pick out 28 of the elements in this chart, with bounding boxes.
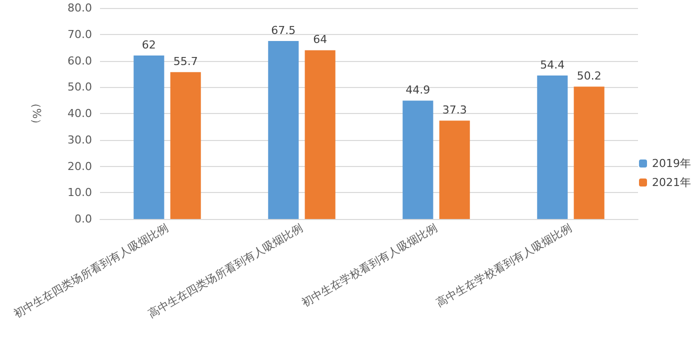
bar — [170, 72, 201, 219]
y-axis-title: （%） — [30, 97, 43, 130]
data-label: 50.2 — [576, 70, 602, 83]
bar — [304, 50, 336, 219]
bar — [574, 86, 604, 219]
y-tick-label: 20.0 — [68, 160, 92, 173]
bar — [268, 40, 299, 219]
data-label: 54.4 — [540, 58, 565, 72]
data-label: 67.5 — [271, 24, 296, 37]
bar — [439, 120, 470, 219]
bar — [402, 100, 434, 219]
y-tick-label: 60.0 — [68, 54, 92, 68]
y-tick-label: 70.0 — [68, 28, 92, 41]
data-label: 64 — [313, 33, 328, 46]
data-label: 44.9 — [406, 84, 430, 97]
y-tick-label: 40.0 — [68, 107, 92, 120]
legend-label: 2021年 — [652, 176, 692, 189]
y-tick-label: 0.0 — [74, 212, 92, 226]
y-tick-label: 10.0 — [68, 186, 92, 200]
bar — [537, 76, 568, 219]
y-tick-label: 30.0 — [68, 133, 92, 146]
data-label: 37.3 — [442, 104, 467, 117]
data-label: 62 — [142, 38, 156, 52]
y-tick-label: 80.0 — [68, 2, 92, 14]
bar — [134, 55, 164, 219]
y-tick-label: 50.0 — [68, 80, 92, 94]
legend-label: 2019年 — [652, 157, 692, 170]
data-label: 55.7 — [173, 55, 198, 68]
